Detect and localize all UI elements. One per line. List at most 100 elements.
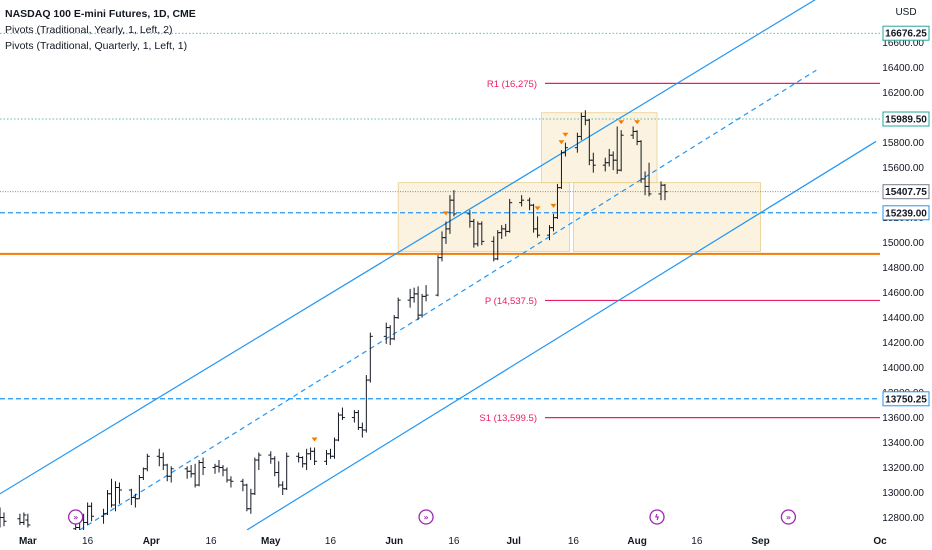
- ohlc-bar: [108, 478, 114, 508]
- plot-area: R1 (16,275) P (14,537.5) S1 (13,599.5) » » ϟ »: [0, 0, 880, 530]
- ohlc-bar: [331, 437, 337, 459]
- y-tick-label: 15800.00: [882, 138, 924, 149]
- x-tick-label: May: [261, 536, 281, 547]
- ohlc-bar: [196, 460, 202, 487]
- ohlc-bar: [140, 467, 146, 481]
- y-tick-label: 12800.00: [882, 513, 924, 524]
- ohlc-bar: [423, 285, 429, 302]
- split-icon[interactable]: »: [418, 509, 434, 525]
- earnings-icon[interactable]: ϟ: [649, 509, 665, 525]
- ohlc-bar: [268, 451, 274, 464]
- ohlc-bar: [244, 483, 250, 512]
- price-tag-label: 15407.75: [885, 187, 927, 198]
- ohlc-bar: [276, 461, 282, 488]
- ohlc-bar: [164, 463, 170, 482]
- consolidation-box: [572, 182, 761, 252]
- ohlc-bar: [662, 183, 668, 201]
- ohlc-bar: [112, 481, 118, 512]
- price-tag: [882, 205, 930, 221]
- x-tick-label: Aug: [627, 536, 646, 547]
- price-tag-label: 15239.00: [885, 208, 927, 219]
- legend-quarterly-pivots[interactable]: Pivots (Traditional, Quarterly, 1, Left,…: [5, 40, 188, 52]
- y-tick-label: 13200.00: [882, 463, 924, 474]
- signal-marker: [558, 140, 565, 145]
- price-tag-label: 13750.25: [885, 394, 927, 405]
- ohlc-bar: [407, 288, 413, 308]
- signal-marker: [442, 211, 449, 216]
- split-icon[interactable]: »: [780, 509, 797, 525]
- ohlc-bar: [184, 466, 190, 479]
- pivot-label: S1 (13,599.5): [479, 413, 537, 424]
- ohlc-bar: [168, 466, 174, 483]
- x-tick-label: 16: [568, 536, 580, 547]
- price-tag-label: 16676.25: [885, 29, 927, 40]
- ohlc-bar: [248, 488, 254, 514]
- ohlc-bar: [192, 463, 198, 488]
- ohlc-bar: [256, 452, 262, 471]
- ohlc-bar: [220, 465, 226, 477]
- ohlc-bar: [300, 456, 306, 468]
- y-tick-label: 14400.00: [882, 313, 924, 324]
- y-tick-label: 14600.00: [882, 288, 924, 299]
- price-axis[interactable]: USD 12800.00 13000.00 13200.00 13400.00 13600…: [880, 0, 932, 550]
- signal-marker: [618, 120, 625, 125]
- ohlc-bar: [351, 410, 357, 423]
- ohlc-bar: [188, 465, 194, 478]
- y-tick-label: 13400.00: [882, 438, 924, 449]
- legend-yearly-pivots[interactable]: Pivots (Traditional, Yearly, 1, Left, 2): [5, 24, 173, 36]
- ohlc-bar: [419, 293, 425, 318]
- ohlc-bar: [216, 460, 222, 473]
- ohlc-bar: [101, 508, 107, 524]
- ohlc-bar: [136, 475, 142, 500]
- ohlc-bar: [383, 322, 389, 344]
- symbol-title: NASDAQ 100 E-mini Futures, 1D, CME: [5, 8, 196, 20]
- ohlc-bar: [507, 198, 513, 233]
- time-axis-bg: [0, 530, 932, 550]
- price-tag: [882, 25, 930, 41]
- signal-marker: [550, 203, 557, 208]
- ohlc-bar: [144, 453, 150, 472]
- signal-marker: [634, 120, 641, 125]
- split-icon-glyph: »: [423, 513, 428, 522]
- ohlc-bar: [228, 476, 234, 488]
- ohlc-bar: [304, 448, 310, 471]
- price-tag-label: 15989.50: [885, 115, 927, 126]
- split-icon-ring: [418, 509, 434, 525]
- x-tick-label: 16: [448, 536, 460, 547]
- x-tick-label: Apr: [143, 536, 160, 547]
- ohlc-bar: [212, 463, 218, 474]
- ohlc-bar: [17, 513, 23, 526]
- ohlc-bar: [324, 450, 330, 466]
- price-tag: [882, 184, 930, 200]
- ohlc-bar: [646, 162, 652, 197]
- ohlc-bar: [284, 452, 290, 491]
- signal-marker: [534, 206, 541, 211]
- price-axis-bg: [880, 0, 932, 550]
- ohlc-bar: [89, 502, 95, 522]
- split-icon-ring: [68, 509, 84, 525]
- ohlc-bar: [21, 512, 27, 526]
- ohlc-bar: [387, 325, 393, 346]
- ohlc-bar: [116, 482, 122, 504]
- y-tick-label: 16400.00: [882, 63, 924, 74]
- split-icon-glyph: »: [786, 513, 791, 522]
- ohlc-bar: [308, 447, 314, 461]
- y-tick-label: 15600.00: [882, 163, 924, 174]
- signal-marker: [562, 132, 569, 137]
- ohlc-bar: [435, 255, 441, 297]
- currency-label: USD: [895, 7, 916, 18]
- split-icon[interactable]: »: [68, 509, 84, 525]
- x-tick-label: Oc: [873, 536, 887, 547]
- earnings-icon-glyph: ϟ: [654, 513, 659, 522]
- price-tag: [882, 111, 930, 127]
- split-icon-ring: [780, 509, 797, 525]
- ohlc-bar: [128, 488, 134, 506]
- pivot-label: P (14,537.5): [485, 296, 537, 307]
- earnings-icon-ring: [649, 509, 665, 525]
- ohlc-bar: [200, 457, 206, 476]
- ohlc-bar: [25, 513, 31, 528]
- ohlc-bar: [451, 190, 457, 217]
- split-icon-glyph: »: [73, 513, 78, 522]
